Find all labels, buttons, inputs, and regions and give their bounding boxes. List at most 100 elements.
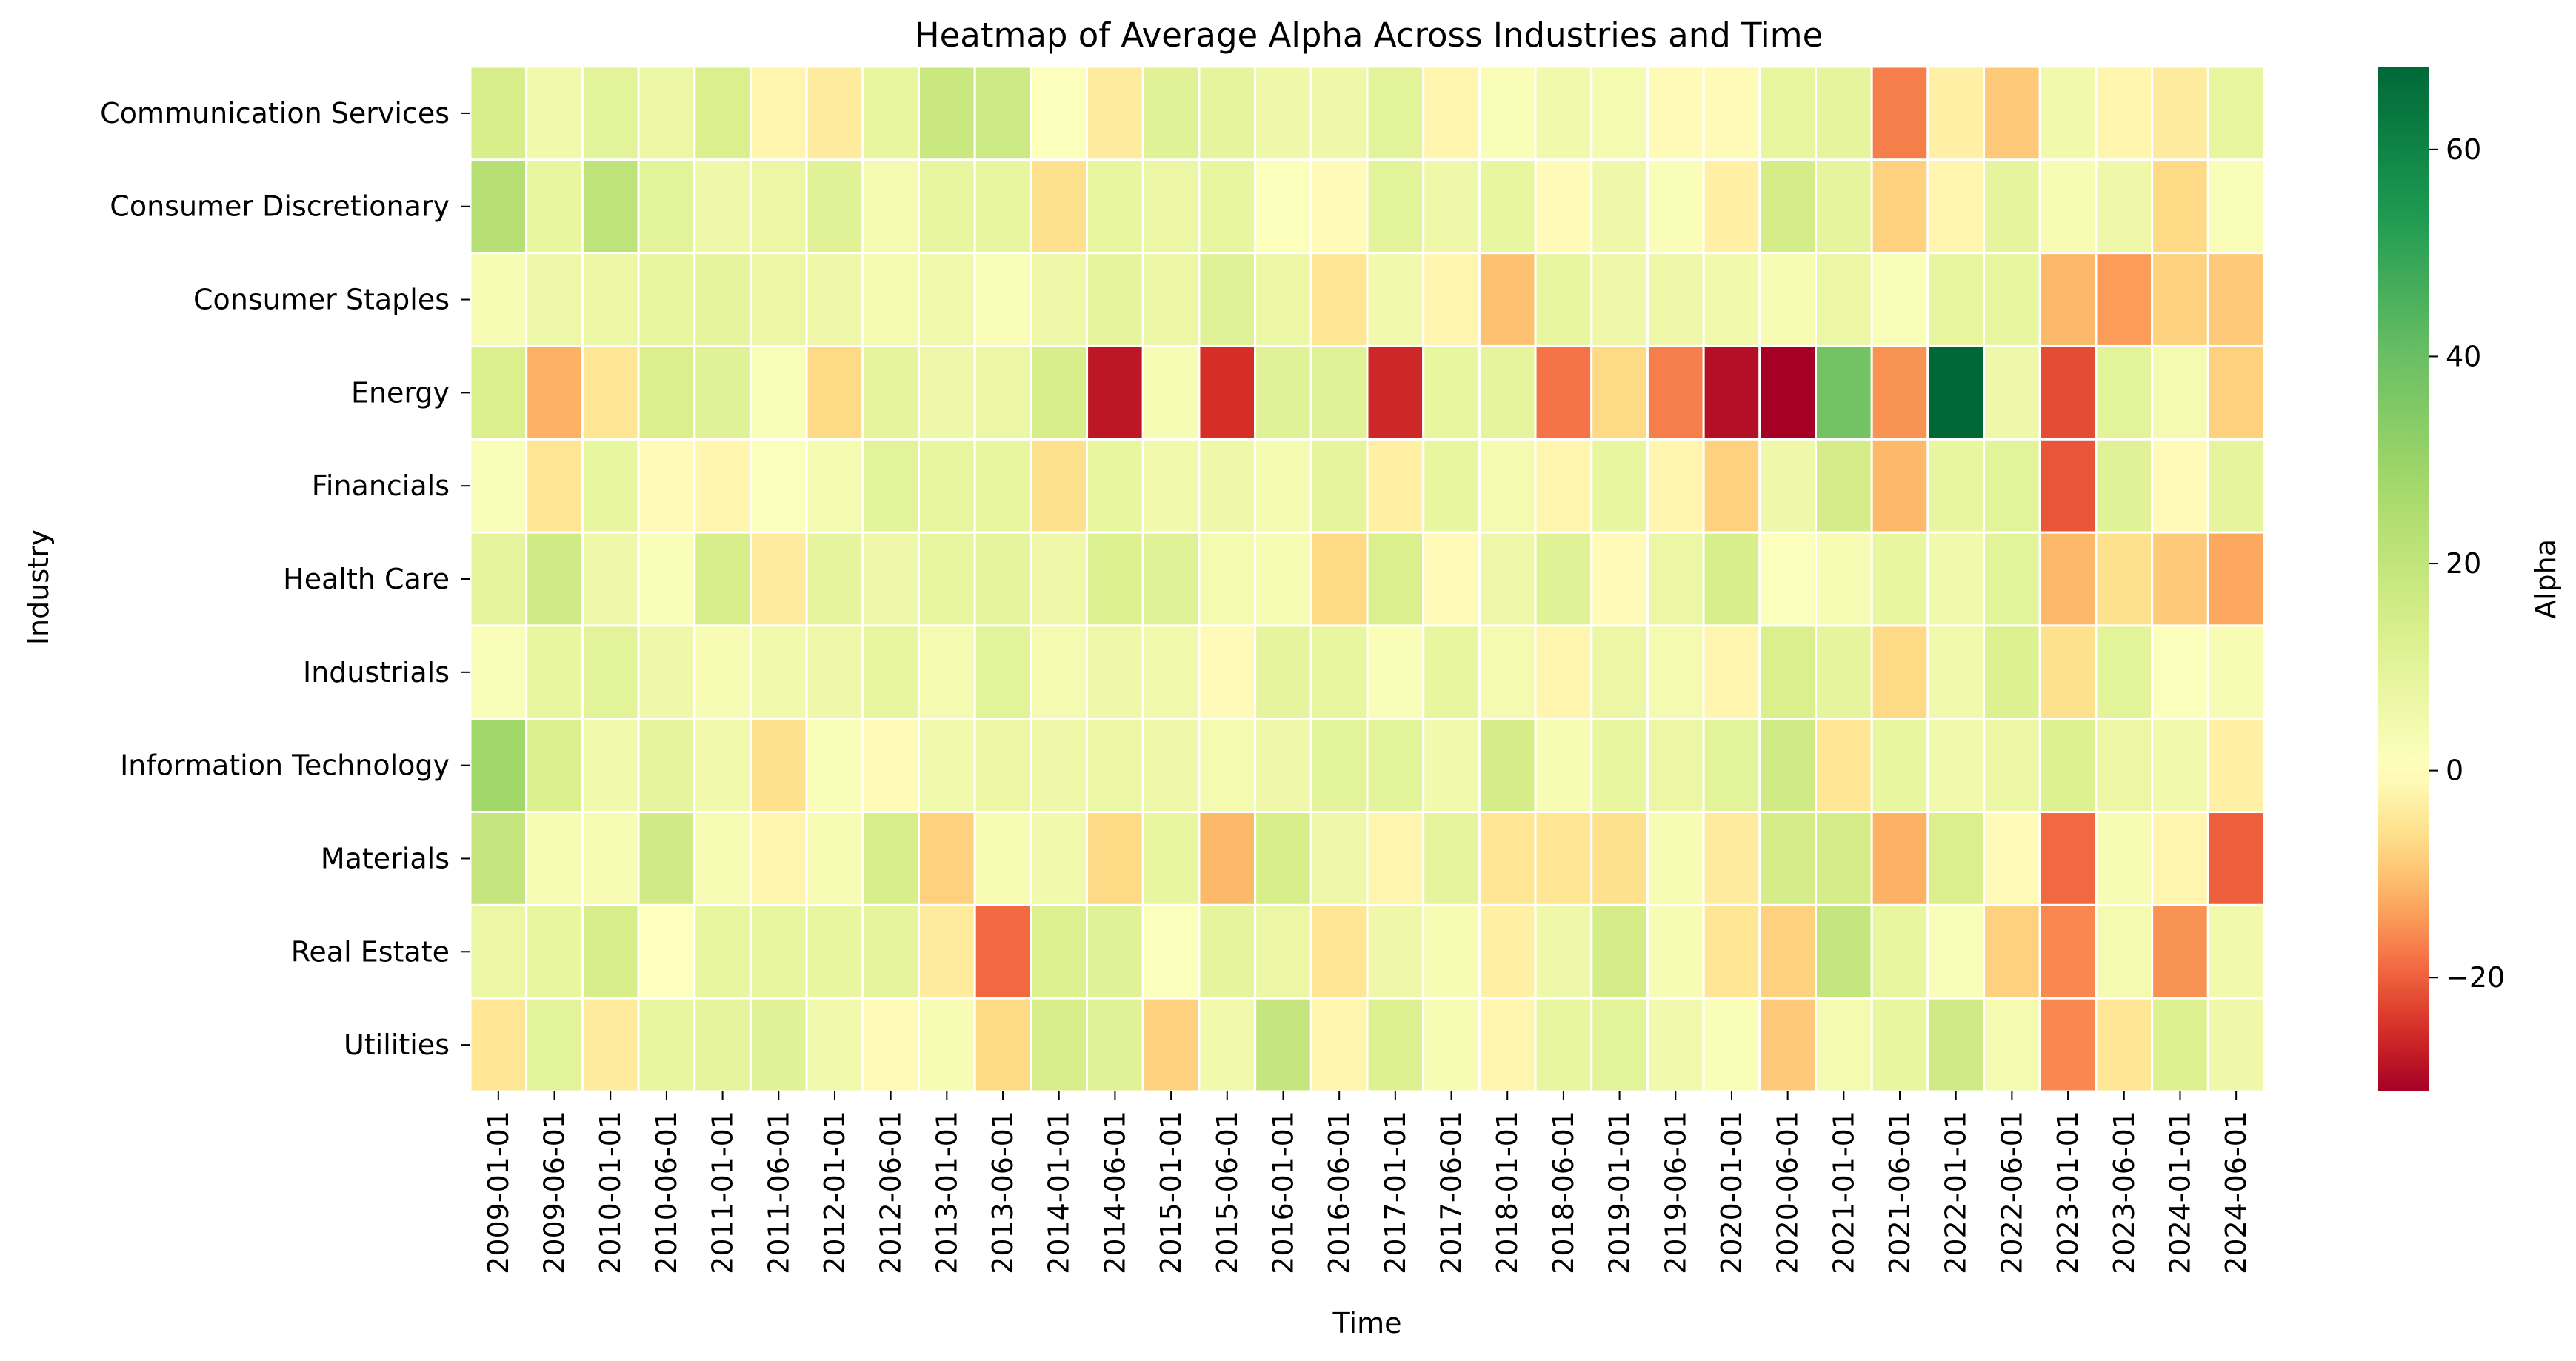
heatmap-cell xyxy=(1926,344,1986,441)
x-tick-label: 2017-01-01 xyxy=(1379,1111,1412,1274)
heatmap-cell xyxy=(1086,344,1144,441)
heatmap-cell xyxy=(1254,997,1312,1093)
x-tick-label: 2014-06-01 xyxy=(1098,1111,1131,1274)
heatmap-cell xyxy=(1198,344,1257,441)
heatmap-cell xyxy=(1926,252,1986,347)
heatmap-cell xyxy=(1254,811,1312,906)
colorbar-tick-label: −20 xyxy=(2446,961,2505,994)
heatmap-cell xyxy=(805,65,864,161)
heatmap-cell xyxy=(1815,438,1873,534)
heatmap-cell xyxy=(1366,997,1425,1093)
heatmap-cell xyxy=(1086,158,1144,255)
heatmap-cell xyxy=(2038,438,2098,534)
heatmap-cell xyxy=(637,624,696,720)
heatmap-cell xyxy=(2151,624,2209,720)
heatmap-cell xyxy=(2038,997,2098,1093)
heatmap-cell xyxy=(1141,158,1201,255)
x-tick-label: 2011-06-01 xyxy=(762,1111,795,1274)
x-tick-label: 2018-06-01 xyxy=(1547,1111,1580,1274)
heatmap-cell xyxy=(1254,344,1312,441)
heatmap-cell xyxy=(1590,158,1649,255)
heatmap-cell xyxy=(2151,811,2209,906)
y-tick-label: Energy xyxy=(351,376,450,409)
heatmap-cell xyxy=(2151,997,2209,1093)
heatmap-cell xyxy=(749,252,808,347)
heatmap-cell xyxy=(2095,903,2154,1000)
heatmap-cell xyxy=(1422,252,1481,347)
heatmap-cell xyxy=(2038,344,2098,441)
heatmap-cell xyxy=(1702,624,1761,720)
colorbar-tick-label: 20 xyxy=(2446,547,2481,580)
heatmap-cell xyxy=(1983,344,2041,441)
heatmap-cell xyxy=(1030,438,1089,534)
heatmap-cell xyxy=(581,252,640,347)
heatmap-cell xyxy=(581,624,640,720)
heatmap-cell xyxy=(1534,252,1593,347)
heatmap-cell xyxy=(637,344,696,441)
heatmap-cell xyxy=(469,718,528,814)
heatmap-cell xyxy=(2038,811,2098,906)
heatmap-cell xyxy=(2151,531,2209,627)
heatmap-cell xyxy=(1926,65,1986,161)
y-tick-label: Information Technology xyxy=(120,749,450,782)
heatmap-cell xyxy=(1030,624,1089,720)
y-tick-label: Industrials xyxy=(303,656,450,689)
heatmap-cell xyxy=(637,997,696,1093)
heatmap-cell xyxy=(1141,718,1201,814)
heatmap-cell xyxy=(1254,252,1312,347)
heatmap-cell xyxy=(1534,997,1593,1093)
heatmap-cell xyxy=(1422,997,1481,1093)
heatmap-cell xyxy=(2151,65,2209,161)
heatmap-cell xyxy=(469,344,528,441)
y-tick-label: Consumer Discretionary xyxy=(110,190,450,223)
heatmap-cell xyxy=(581,65,640,161)
x-tick-label: 2021-06-01 xyxy=(1883,1111,1916,1274)
heatmap-cell xyxy=(1926,438,1986,534)
heatmap-cell xyxy=(918,531,976,627)
heatmap-cell xyxy=(1086,438,1144,534)
heatmap-cell xyxy=(693,811,752,906)
heatmap-cell xyxy=(1926,624,1986,720)
heatmap-cell xyxy=(805,344,864,441)
heatmap-cell xyxy=(693,438,752,534)
heatmap-cell xyxy=(469,997,528,1093)
heatmap-cell xyxy=(805,811,864,906)
heatmap-cell xyxy=(1534,344,1593,441)
heatmap-cell xyxy=(1309,811,1369,906)
heatmap-cell xyxy=(2095,531,2154,627)
heatmap-cell xyxy=(973,811,1032,906)
x-axis-label: Time xyxy=(1332,1307,1402,1340)
heatmap-cell xyxy=(861,997,920,1093)
heatmap-cell xyxy=(1141,903,1201,1000)
heatmap-cell xyxy=(1422,531,1481,627)
heatmap-cell xyxy=(1926,158,1986,255)
heatmap-cell xyxy=(749,997,808,1093)
heatmap-cell xyxy=(525,65,584,161)
y-tick-label: Health Care xyxy=(283,563,450,595)
heatmap-cell xyxy=(1646,718,1705,814)
heatmap-cell xyxy=(2038,531,2098,627)
heatmap-cell xyxy=(525,344,584,441)
chart-title: Heatmap of Average Alpha Across Industri… xyxy=(915,16,1823,55)
heatmap-cell xyxy=(2095,811,2154,906)
heatmap-cell xyxy=(1198,811,1257,906)
heatmap-cell xyxy=(1702,344,1761,441)
heatmap-cell xyxy=(918,158,976,255)
heatmap-cell xyxy=(1422,65,1481,161)
heatmap-cell xyxy=(1590,252,1649,347)
heatmap-cell xyxy=(918,252,976,347)
heatmap-cell xyxy=(1870,158,1929,255)
heatmap-cell xyxy=(1534,903,1593,1000)
heatmap-cell xyxy=(1758,997,1817,1093)
x-tick-label: 2024-06-01 xyxy=(2220,1111,2252,1274)
heatmap-cell xyxy=(1198,903,1257,1000)
heatmap-cell xyxy=(973,997,1032,1093)
heatmap-cell xyxy=(1141,344,1201,441)
heatmap-cell xyxy=(1983,158,2041,255)
colorbar: 60 40 20 0 −20 xyxy=(2378,67,2505,1091)
heatmap-cell xyxy=(1534,624,1593,720)
x-tick-label: 2012-01-01 xyxy=(818,1111,851,1274)
heatmap-cell xyxy=(1422,718,1481,814)
heatmap-cell xyxy=(2206,718,2266,814)
